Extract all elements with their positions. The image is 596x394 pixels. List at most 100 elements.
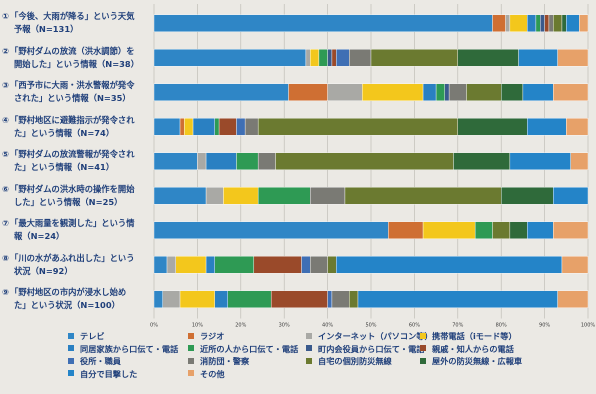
bar-segment — [357, 290, 558, 308]
bar-segment — [162, 290, 181, 308]
bar-segment — [331, 49, 337, 67]
bar-segment — [553, 83, 589, 101]
bar-segment — [153, 256, 168, 274]
category-label-line2: 状況（N=92） — [14, 265, 73, 276]
category-number: ⑨ — [2, 287, 10, 298]
legend-label: その他 — [200, 368, 225, 379]
bar-segment — [457, 49, 519, 67]
legend-label: 町内会役員から口伝て・電話 — [318, 343, 425, 354]
bar-segment — [257, 118, 459, 136]
category-label-line2: 開始した」という情報（N=38） — [14, 58, 140, 69]
x-tick-label: 80% — [496, 323, 507, 329]
bar-segment — [205, 256, 215, 274]
bar-segment — [544, 14, 550, 32]
category-label-line1: 「最大雨量を観測した」という情 — [10, 218, 135, 229]
bar-segment — [301, 256, 311, 274]
bar-segment — [318, 49, 328, 67]
bar-segment — [492, 14, 506, 32]
bar-segment — [557, 290, 589, 308]
bar-segment — [214, 118, 220, 136]
bar-segment — [153, 83, 289, 101]
legend-swatch — [420, 345, 426, 351]
bar-segment — [501, 187, 554, 205]
bar-segment — [457, 118, 528, 136]
bar-segment — [422, 83, 437, 101]
bar-segment — [153, 49, 307, 67]
bar-segment — [327, 256, 337, 274]
category-label: ①「今後、大雨が降る」という天気予報（N=131） — [2, 10, 154, 36]
category-label-line2: 予報（N=131） — [14, 24, 79, 35]
bar-segment — [448, 83, 467, 101]
category-label-line2: た」という状況（N=100） — [14, 300, 120, 311]
legend-item: ラジオ — [188, 330, 224, 342]
bar-segment — [422, 221, 476, 239]
bar-segment — [153, 187, 207, 205]
legend-swatch — [68, 332, 74, 339]
bar-segment — [327, 290, 333, 308]
legend-label: 親戚・知人からの電話 — [432, 343, 514, 354]
bar-segment — [288, 83, 328, 101]
category-number: ⑥ — [2, 183, 10, 194]
legend-item: 自宅の個別防災無線 — [306, 355, 392, 367]
bar-segment — [349, 49, 372, 67]
bar-segment — [327, 83, 363, 101]
bar-segment — [362, 83, 424, 101]
bar-segment — [509, 14, 528, 32]
legend-label: テレビ — [80, 331, 105, 341]
category-number: ③ — [2, 80, 10, 91]
bar-segment — [535, 14, 541, 32]
legend-label: 携帯電話（iモード等） — [432, 331, 517, 341]
bar-segment — [553, 221, 589, 239]
category-number: ② — [2, 45, 10, 56]
category-label-line1: 「野村ダムの放流（洪水調節）を — [10, 45, 135, 56]
bar-segment — [566, 14, 580, 32]
legend-item: 携帯電話（iモード等） — [420, 330, 517, 342]
category-label-line1: 「西予市に大雨・洪水警報が発令 — [10, 80, 135, 91]
legend-item: 同居家族から口伝て・電話 — [68, 343, 178, 355]
bar-segment — [205, 187, 224, 205]
legend-label: 消防団・警察 — [200, 356, 250, 366]
legend-label: 屋外の防災無線・広報車 — [432, 356, 523, 366]
category-label-line1: 「今後、大雨が降る」という天気 — [10, 11, 135, 22]
bar-segment — [214, 256, 255, 274]
category-label: ⑨「野村地区の市内が浸水し始め た」という状況（N=100） — [2, 286, 154, 312]
category-number: ④ — [2, 114, 10, 125]
bar-segment — [349, 290, 359, 308]
legend-swatch — [188, 357, 194, 364]
legend-swatch — [188, 345, 194, 351]
bar-segment — [331, 290, 350, 308]
bar-segment — [153, 221, 389, 239]
bar-segment — [257, 187, 311, 205]
legend-item: テレビ — [68, 330, 105, 342]
bar-segment — [561, 14, 567, 32]
legend-swatch — [68, 345, 74, 351]
x-tick-label: 70% — [452, 323, 463, 329]
legend-label: 近所の人から口伝て・電話 — [200, 343, 299, 354]
bar-segment — [305, 49, 311, 67]
bar-segment — [388, 221, 424, 239]
bar-segment — [527, 14, 537, 32]
category-label: ⑥「野村ダムの洪水時の操作を開始 した」という情報（N=25） — [2, 183, 154, 209]
x-tick-label: 40% — [322, 323, 333, 329]
bar-segment — [153, 118, 181, 136]
category-label-line1: 「野村ダムの洪水時の操作を開始 — [10, 183, 135, 194]
bar-segment — [509, 221, 528, 239]
bar-segment — [501, 83, 524, 101]
bar-segment — [227, 290, 272, 308]
legend-item: 役所・職員 — [68, 355, 121, 367]
bar-segment — [218, 118, 237, 136]
legend-item: その他 — [188, 368, 225, 380]
legend-item: 親戚・知人からの電話 — [420, 343, 514, 355]
x-tick-label: 20% — [235, 323, 246, 329]
legend-item: 自分で目撃した — [68, 368, 137, 380]
category-label-line2: た」という情報（N=74） — [14, 127, 115, 138]
legend-swatch — [306, 332, 312, 339]
bar-segment — [527, 221, 554, 239]
category-number: ① — [2, 11, 10, 22]
bar-segment — [548, 14, 554, 32]
legend-item: インターネット（パソコン等） — [306, 330, 433, 342]
bar-segment — [336, 256, 563, 274]
legend-swatch — [420, 332, 426, 339]
x-tick-label: 100% — [581, 323, 596, 329]
